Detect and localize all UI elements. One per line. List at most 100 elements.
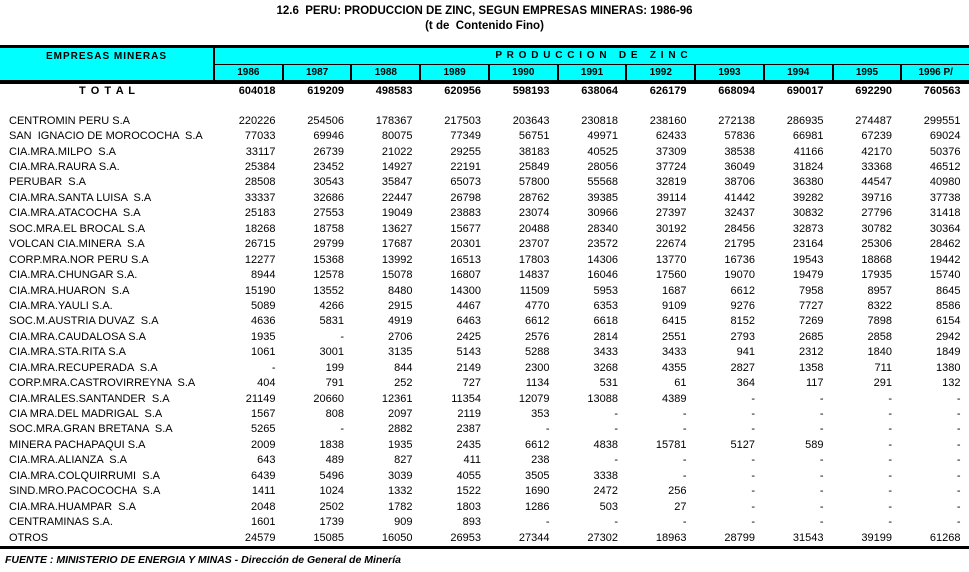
value-cell: 1024: [319, 485, 344, 498]
value-cell: 39385: [587, 191, 618, 204]
company-name: CORP.MRA.CASTROVIRREYNA S.A: [9, 377, 196, 390]
value-cell: -: [751, 392, 755, 405]
value-cell: 14927: [381, 161, 413, 174]
value-cell: 46512: [929, 161, 961, 174]
column-header-produccion-de-zinc: P R O D U C C I O N D E Z I N C: [215, 48, 969, 65]
value-cell: 28056: [587, 161, 618, 174]
table-row: CIA.MRA.ALIANZA S.A 643 489 827 411 238 - - - - - -: [0, 453, 969, 468]
value-cell: 620956: [444, 85, 481, 97]
value-cell: 29255: [450, 145, 481, 158]
value-cell: 23452: [313, 161, 344, 174]
value-cell: 6439: [251, 469, 276, 482]
value-cell: 61: [674, 377, 687, 390]
company-name: CIA.MRA.COLQUIRRUMI S.A: [9, 469, 160, 482]
value-cell: 25306: [861, 238, 892, 251]
value-cell: 252: [394, 377, 413, 390]
value-cell: -: [545, 423, 550, 436]
value-cell: -: [682, 454, 687, 467]
table-row: PERUBAR S.A 28508 30543 35847 65073 57800 5556…: [0, 175, 969, 190]
value-cell: 827: [394, 454, 413, 467]
company-name: SIND.MRO.PACOCOCHA S.A: [9, 485, 161, 498]
value-cell: 893: [462, 516, 481, 529]
value-cell: 643: [257, 454, 276, 467]
year-header-cell: 1990: [490, 65, 559, 80]
value-cell: 6618: [593, 315, 618, 328]
value-cell: 844: [394, 361, 413, 374]
value-cell: 32686: [313, 191, 344, 204]
value-cell: 3039: [388, 469, 413, 482]
table-row: CIA.MRA.RECUPERADA S.A - 199 844 2149 2300 326…: [0, 360, 969, 375]
value-cell: 6612: [525, 438, 550, 451]
value-cell: 2576: [525, 330, 550, 343]
value-cell: 638064: [581, 85, 618, 97]
value-cell: 2942: [936, 330, 961, 343]
value-cell: -: [682, 469, 687, 482]
value-cell: -: [956, 469, 961, 482]
value-cell: 37738: [929, 191, 961, 204]
value-cell: 41442: [724, 191, 755, 204]
value-cell: -: [340, 330, 344, 343]
value-cell: 178367: [375, 114, 413, 127]
value-cell: 20488: [518, 222, 550, 235]
year-header-cell: 1987: [284, 65, 353, 80]
value-cell: -: [819, 500, 824, 513]
value-cell: 33368: [861, 161, 892, 174]
value-cell: 531: [599, 377, 618, 390]
value-cell: -: [888, 516, 892, 529]
value-cell: 21022: [381, 145, 413, 158]
value-cell: 18963: [655, 531, 687, 544]
value-cell: 1935: [388, 438, 413, 451]
value-cell: 498583: [375, 85, 413, 97]
value-cell: 37724: [655, 161, 687, 174]
value-cell: 19543: [792, 253, 824, 266]
value-cell: 6154: [936, 315, 961, 328]
company-name: CIA.MRA.CHUNGAR S.A.: [9, 269, 138, 282]
value-cell: 28508: [244, 176, 276, 189]
value-cell: 6463: [456, 315, 481, 328]
value-cell: 7727: [799, 299, 824, 312]
year-header-cell: 1994: [765, 65, 834, 80]
value-cell: 15781: [655, 438, 687, 451]
value-cell: -: [751, 408, 755, 421]
value-cell: 16046: [587, 269, 618, 282]
table-row: MINERA PACHAPAQUI S.A 2009 1838 1935 2435 661…: [0, 437, 969, 452]
value-cell: 1522: [456, 485, 481, 498]
value-cell: 32873: [792, 222, 824, 235]
year-header-cell: 1996 P/: [918, 67, 953, 78]
value-cell: 29799: [313, 238, 344, 251]
table-row: SIND.MRO.PACOCOCHA S.A 1411 1024 1332 1522 16…: [0, 484, 969, 499]
value-cell: 55568: [587, 176, 618, 189]
value-cell: 13770: [655, 253, 687, 266]
table-row: SOC.MRA.EL BROCAL S.A 18268 18758 13627 1567…: [0, 221, 969, 236]
value-cell: 2793: [730, 330, 755, 343]
value-cell: 272138: [718, 114, 755, 127]
value-cell: -: [340, 423, 344, 436]
table-row: CIA.MRA.RAURA S.A. 25384 23452 14927 22191 25…: [0, 159, 969, 174]
value-cell: 28340: [587, 222, 618, 235]
year-header-row: 1986 1987 1988 1989 1990 1991 1992 1993 1994 1995…: [215, 65, 969, 80]
value-cell: 17560: [655, 269, 687, 282]
value-cell: 2312: [799, 346, 824, 359]
value-cell: 117: [805, 377, 824, 390]
value-cell: -: [751, 485, 755, 498]
value-cell: 15368: [313, 253, 344, 266]
company-name: CIA.MRALES.SANTANDER S.A: [9, 392, 170, 405]
value-cell: 16513: [450, 253, 481, 266]
value-cell: 1739: [319, 516, 344, 529]
value-cell: -: [819, 469, 824, 482]
value-cell: 30832: [792, 207, 824, 220]
value-cell: 3001: [319, 346, 344, 359]
value-cell: 2882: [388, 423, 413, 436]
value-cell: 2119: [457, 408, 481, 421]
year-header-cell: 1988: [352, 65, 422, 80]
value-cell: 25384: [244, 161, 276, 174]
value-cell: 27397: [655, 207, 687, 220]
value-cell: 38183: [518, 145, 550, 158]
value-cell: 19479: [792, 269, 824, 282]
table-header-right: P R O D U C C I O N D E Z I N C 1986 1987…: [215, 48, 969, 80]
value-cell: 32819: [655, 176, 687, 189]
table-row: CORP.MRA.NOR PERU S.A 12277 15368 13992 1651…: [0, 252, 969, 267]
value-cell: 5831: [319, 315, 344, 328]
value-cell: -: [956, 392, 961, 405]
value-cell: 2858: [867, 330, 892, 343]
